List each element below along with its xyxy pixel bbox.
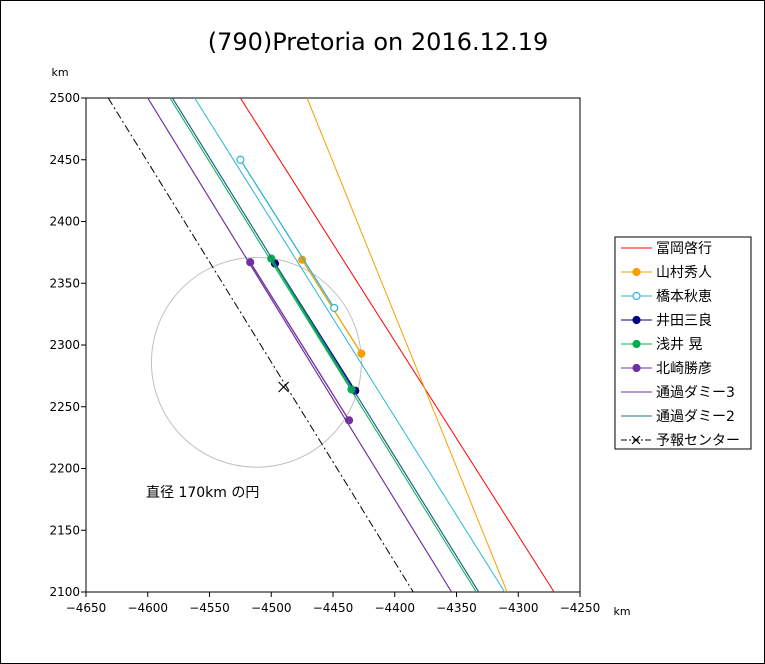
legend-label: 山村秀人 — [656, 265, 712, 281]
diameter-annotation: 直径 170km の円 — [146, 484, 259, 501]
observer-line — [194, 97, 506, 593]
chord-point — [246, 258, 255, 267]
y-tick-label: 2350 — [49, 276, 80, 290]
y-tick-label: 2450 — [49, 153, 80, 167]
legend-label: 通過ダミー3 — [656, 385, 735, 401]
y-tick-label: 2250 — [49, 400, 80, 414]
observer-line — [169, 97, 477, 593]
observer-line — [147, 97, 452, 593]
legend-label: 冨岡啓行 — [656, 241, 712, 257]
legend-marker — [632, 339, 641, 349]
axis-ticks: −4650 −4600 −4550 −4500 −4450 −4400 −4350 −4300… — [49, 91, 600, 615]
plot-marks — [107, 97, 555, 593]
legend-marker — [632, 267, 641, 277]
x-axis-unit: km — [613, 605, 630, 618]
observer-line — [239, 97, 555, 593]
plot-area — [85, 97, 581, 593]
x-tick-label: −4450 — [313, 601, 354, 615]
x-tick-label: −4400 — [374, 601, 415, 615]
chord-segment — [270, 258, 353, 390]
x-tick-label: −4300 — [498, 601, 539, 615]
y-tick-label: 2300 — [49, 338, 80, 352]
legend-label: 北崎勝彦 — [656, 361, 712, 377]
chord-point — [344, 416, 354, 425]
x-tick-label: −4600 — [127, 601, 168, 615]
x-tick-label: −4650 — [66, 601, 107, 615]
chord-segment — [239, 159, 335, 309]
legend-label: 通過ダミー2 — [656, 409, 735, 425]
observer-line — [172, 97, 480, 593]
legend-marker — [632, 363, 641, 373]
legend-marker — [631, 435, 641, 445]
center-cross-mark — [278, 381, 290, 393]
y-tick-label: 2500 — [49, 91, 80, 105]
chord-point — [330, 303, 339, 313]
legend-label: 予報センター — [656, 433, 740, 449]
chord-point — [236, 155, 245, 164]
center-line — [107, 97, 414, 593]
diameter-circle — [150, 256, 362, 468]
x-tick-label: −4250 — [560, 601, 601, 615]
legend-label: 橋本秋恵 — [656, 289, 712, 305]
chart-title: (790)Pretoria on 2016.12.19 — [208, 28, 549, 56]
chord-segment — [249, 261, 350, 421]
legend-marker — [632, 291, 641, 301]
observer-line — [306, 97, 508, 593]
y-tick-label: 2150 — [49, 523, 80, 537]
y-tick-label: 2100 — [49, 585, 80, 599]
legend-marker — [632, 315, 641, 325]
y-tick-label: 2400 — [49, 215, 80, 229]
x-tick-label: −4350 — [436, 601, 477, 615]
chord-point — [357, 349, 366, 358]
x-tick-label: −4500 — [251, 601, 292, 615]
legend-label: 井田三良 — [656, 313, 712, 329]
legend-label: 浅井 晃 — [656, 337, 702, 353]
y-tick-label: 2200 — [49, 462, 80, 476]
x-tick-label: −4550 — [189, 601, 230, 615]
y-axis-unit: km — [51, 66, 68, 79]
